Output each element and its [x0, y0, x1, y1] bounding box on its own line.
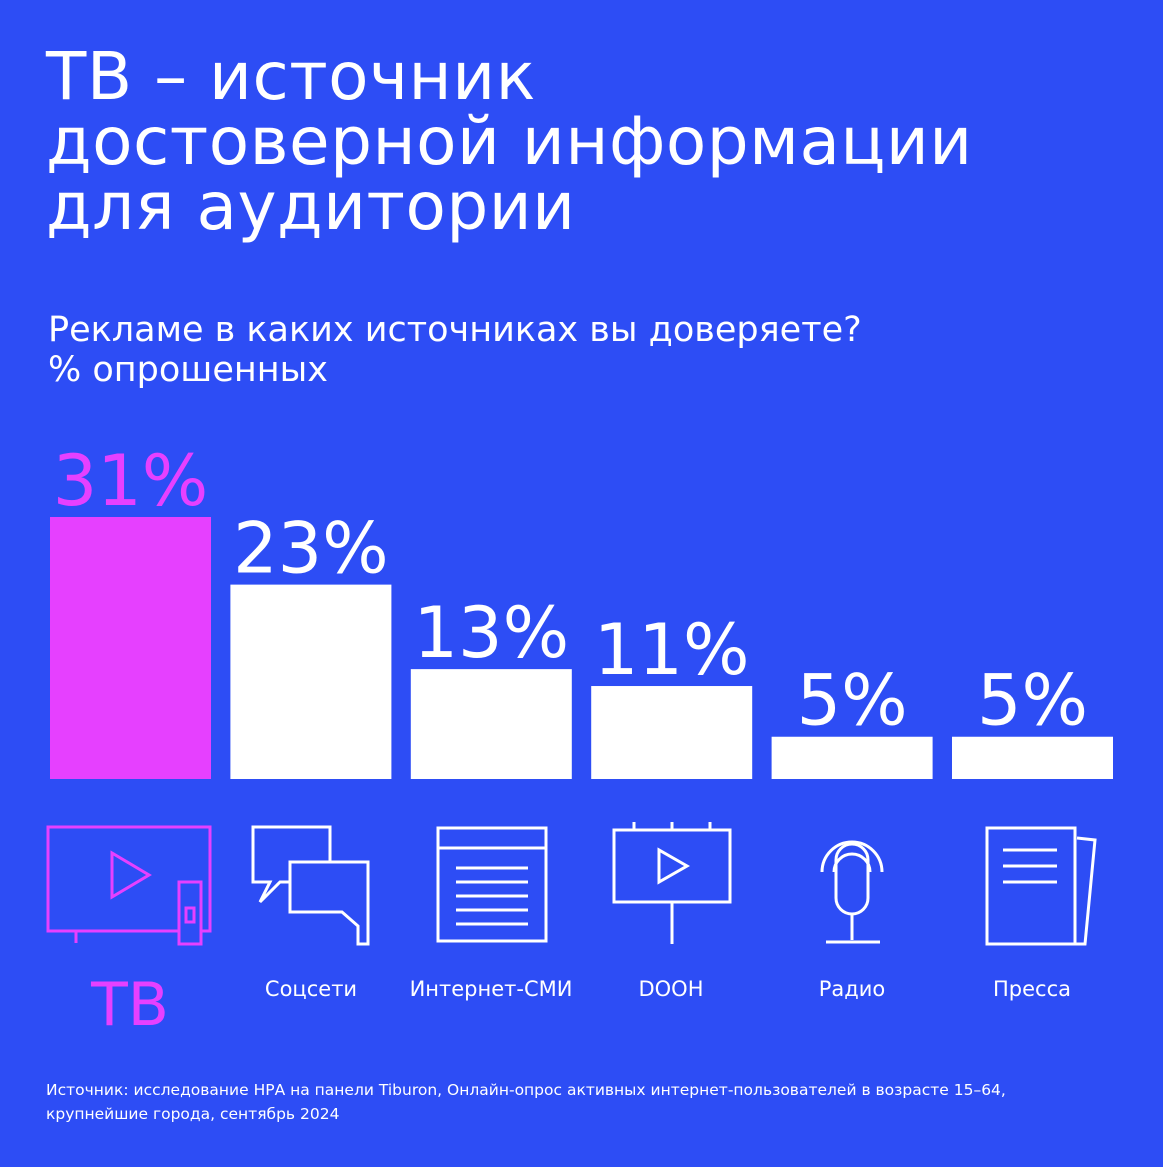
browser-window-icon — [436, 820, 551, 945]
chart-title: ТВ – источник достоверной информации для… — [46, 38, 973, 245]
chart-subtitle: Рекламе в каких источниках вы доверяете?… — [48, 310, 862, 390]
category-label-dooh: DOOH — [638, 977, 704, 1001]
bar-chart: 31% 23% 13% 11% 5% 5% — [50, 440, 1113, 779]
billboard-icon — [612, 820, 737, 950]
bar-value-label-3: 11% — [594, 609, 750, 691]
category-label-press: Пресса — [992, 977, 1071, 1001]
bar-value-label-2: 13% — [414, 592, 570, 674]
bar-4 — [771, 736, 933, 779]
chat-bubbles-icon — [250, 820, 375, 950]
bar-2 — [410, 669, 572, 779]
bar-5 — [952, 736, 1113, 779]
bar-value-label-5: 5% — [977, 660, 1088, 742]
tv-icon — [46, 820, 216, 946]
bar-value-label-1: 23% — [233, 508, 389, 590]
category-label-internet-media: Интернет-СМИ — [409, 977, 573, 1001]
bar-value-label-0: 31% — [53, 440, 209, 522]
microphone-icon — [812, 820, 892, 950]
category-label-radio: Радио — [818, 977, 886, 1001]
bar-value-label-4: 5% — [797, 660, 908, 742]
bar-0 — [50, 517, 211, 779]
bar-3 — [591, 686, 753, 779]
bar-1 — [230, 584, 392, 779]
source-note: Источник: исследование НРА на панели Tib… — [46, 1081, 1006, 1123]
category-label-tv: ТВ — [91, 970, 169, 1040]
newspaper-icon — [985, 820, 1100, 950]
category-label-socials: Соцсети — [264, 977, 358, 1001]
